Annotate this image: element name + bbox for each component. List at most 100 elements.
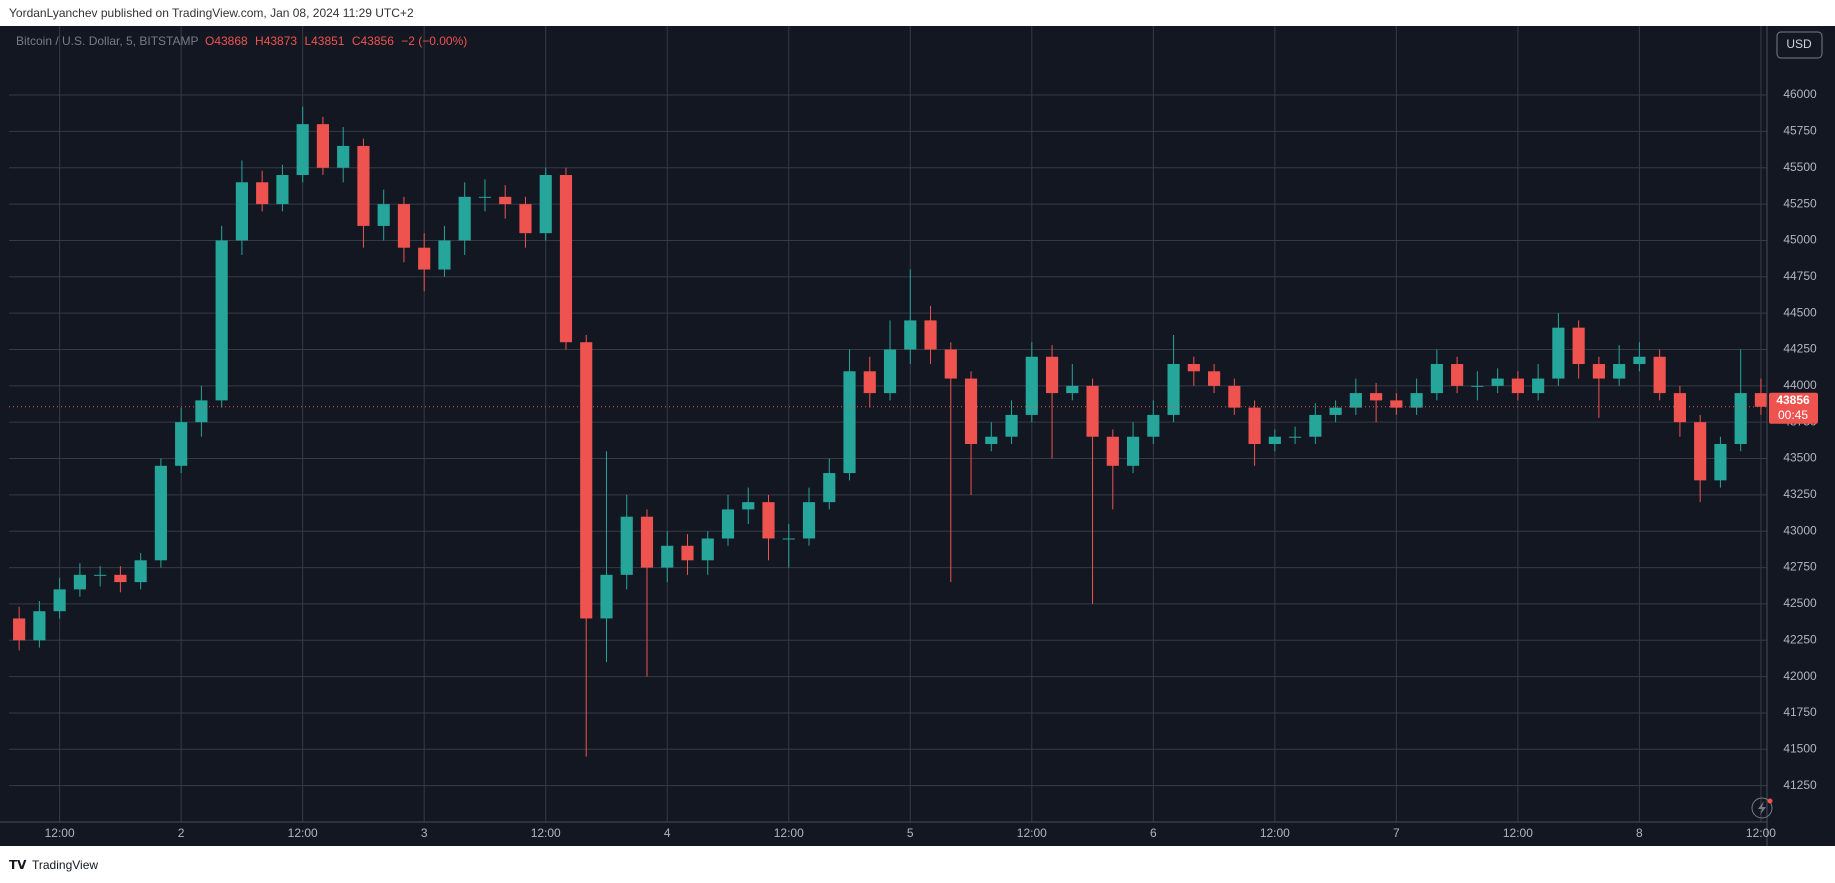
logo-glyph: 𝗧𝗩 [9,858,27,872]
x-tick-label: 6 [1150,826,1157,840]
x-tick-label: 12:00 [1746,826,1776,840]
candle-body [580,342,593,619]
candle-body [1734,393,1747,444]
candle-body [377,204,390,226]
candle-body [1005,414,1018,437]
candle-body [640,516,654,568]
x-tick-label: 2 [178,826,185,840]
lightning-icon[interactable] [1751,797,1773,819]
legend-low: L43851 [304,34,344,48]
candle-body [499,196,512,205]
x-tick-label: 12:00 [774,826,804,840]
candle-body [478,196,492,198]
candle-body [924,320,937,350]
candle-body [1572,327,1585,365]
y-tick-label: 45250 [1783,196,1817,210]
candle-body [1694,422,1707,481]
y-tick-label: 43500 [1783,451,1817,465]
symbol: Bitcoin / U.S. Dollar, 5, BITSTAMP [16,34,199,48]
candle-body [1673,393,1686,423]
x-tick-label: 12:00 [1017,826,1047,840]
candle-body [1349,393,1362,408]
candle-body [1248,407,1261,444]
candle-body [1309,414,1322,437]
y-tick-label: 46000 [1783,87,1817,101]
candle-body [1714,443,1727,481]
candle-body [1025,356,1038,415]
candle-body [742,502,755,510]
x-tick-label: 12:00 [1503,826,1533,840]
y-tick-label: 43250 [1783,487,1817,501]
x-tick-label: 7 [1393,826,1400,840]
y-tick-label: 44750 [1783,269,1817,283]
candle-body [33,611,46,641]
candle-body [276,175,289,205]
candle-body [1268,436,1281,444]
candle-body [519,204,532,234]
candle-body [904,320,917,350]
candle-body [1147,414,1160,437]
y-tick-label: 43000 [1783,523,1817,537]
x-tick-label: 12:00 [45,826,75,840]
candle-body [1289,436,1302,438]
candle-body [620,516,633,575]
candle-body [843,371,856,474]
candle-body [1471,385,1484,387]
candle-body [316,124,330,168]
candle-body [1592,364,1605,379]
candle-body [175,422,188,466]
candle-body [235,182,248,241]
y-tick-label: 41500 [1783,741,1817,755]
y-tick-label: 44500 [1783,305,1817,319]
candle-body [1430,364,1443,394]
candle-body [661,545,674,568]
currency[interactable]: USD [1786,37,1812,51]
y-tick-label: 42500 [1783,596,1817,610]
candle-body [1390,400,1403,408]
candle-body [438,240,451,270]
candle-body [296,124,309,176]
candle-body [458,196,471,241]
candle-body [1086,385,1099,437]
lightning-glyph [1758,801,1766,815]
publisher: YordanLyanchev published on TradingView.… [9,6,414,20]
candle-body [944,349,957,379]
candle-body [1754,393,1767,407]
candle-body [883,349,897,394]
candle-body [762,502,775,539]
candle-body [53,589,66,612]
candle-body [1613,364,1626,379]
candle-body [782,538,795,540]
brand: TradingView [32,858,98,872]
legend-close: C43856 [352,34,394,48]
candle-body [539,175,552,234]
y-tick-label: 45000 [1783,233,1817,247]
candle-body [1370,393,1383,401]
y-tick-label: 45750 [1783,124,1817,138]
candle-body [397,204,411,248]
x-tick-label: 3 [421,826,428,840]
candle-body [1045,356,1059,394]
candle-body [13,618,26,641]
y-tick-label: 44000 [1783,378,1817,392]
ohlc-legend: O43868 H43873 L43851 C43856 −2 (−0.00%) [205,34,467,48]
candle-body [1187,364,1200,372]
candle-body [721,509,735,539]
price-tag-value: 43856 [1776,393,1810,407]
y-tick-label: 44250 [1783,342,1817,356]
candle-body [1633,356,1646,365]
candle-body [1228,385,1241,408]
candle-body [418,247,431,270]
candle-body [964,378,978,444]
candle-body [215,240,228,401]
candle-body [701,538,714,561]
candle-body [134,560,147,583]
candle-body [1491,378,1504,386]
candle-body [559,175,573,343]
candle-body [1552,327,1565,379]
chart-background [0,26,1835,846]
currency-button[interactable] [1776,31,1823,59]
candle-body [600,574,613,619]
